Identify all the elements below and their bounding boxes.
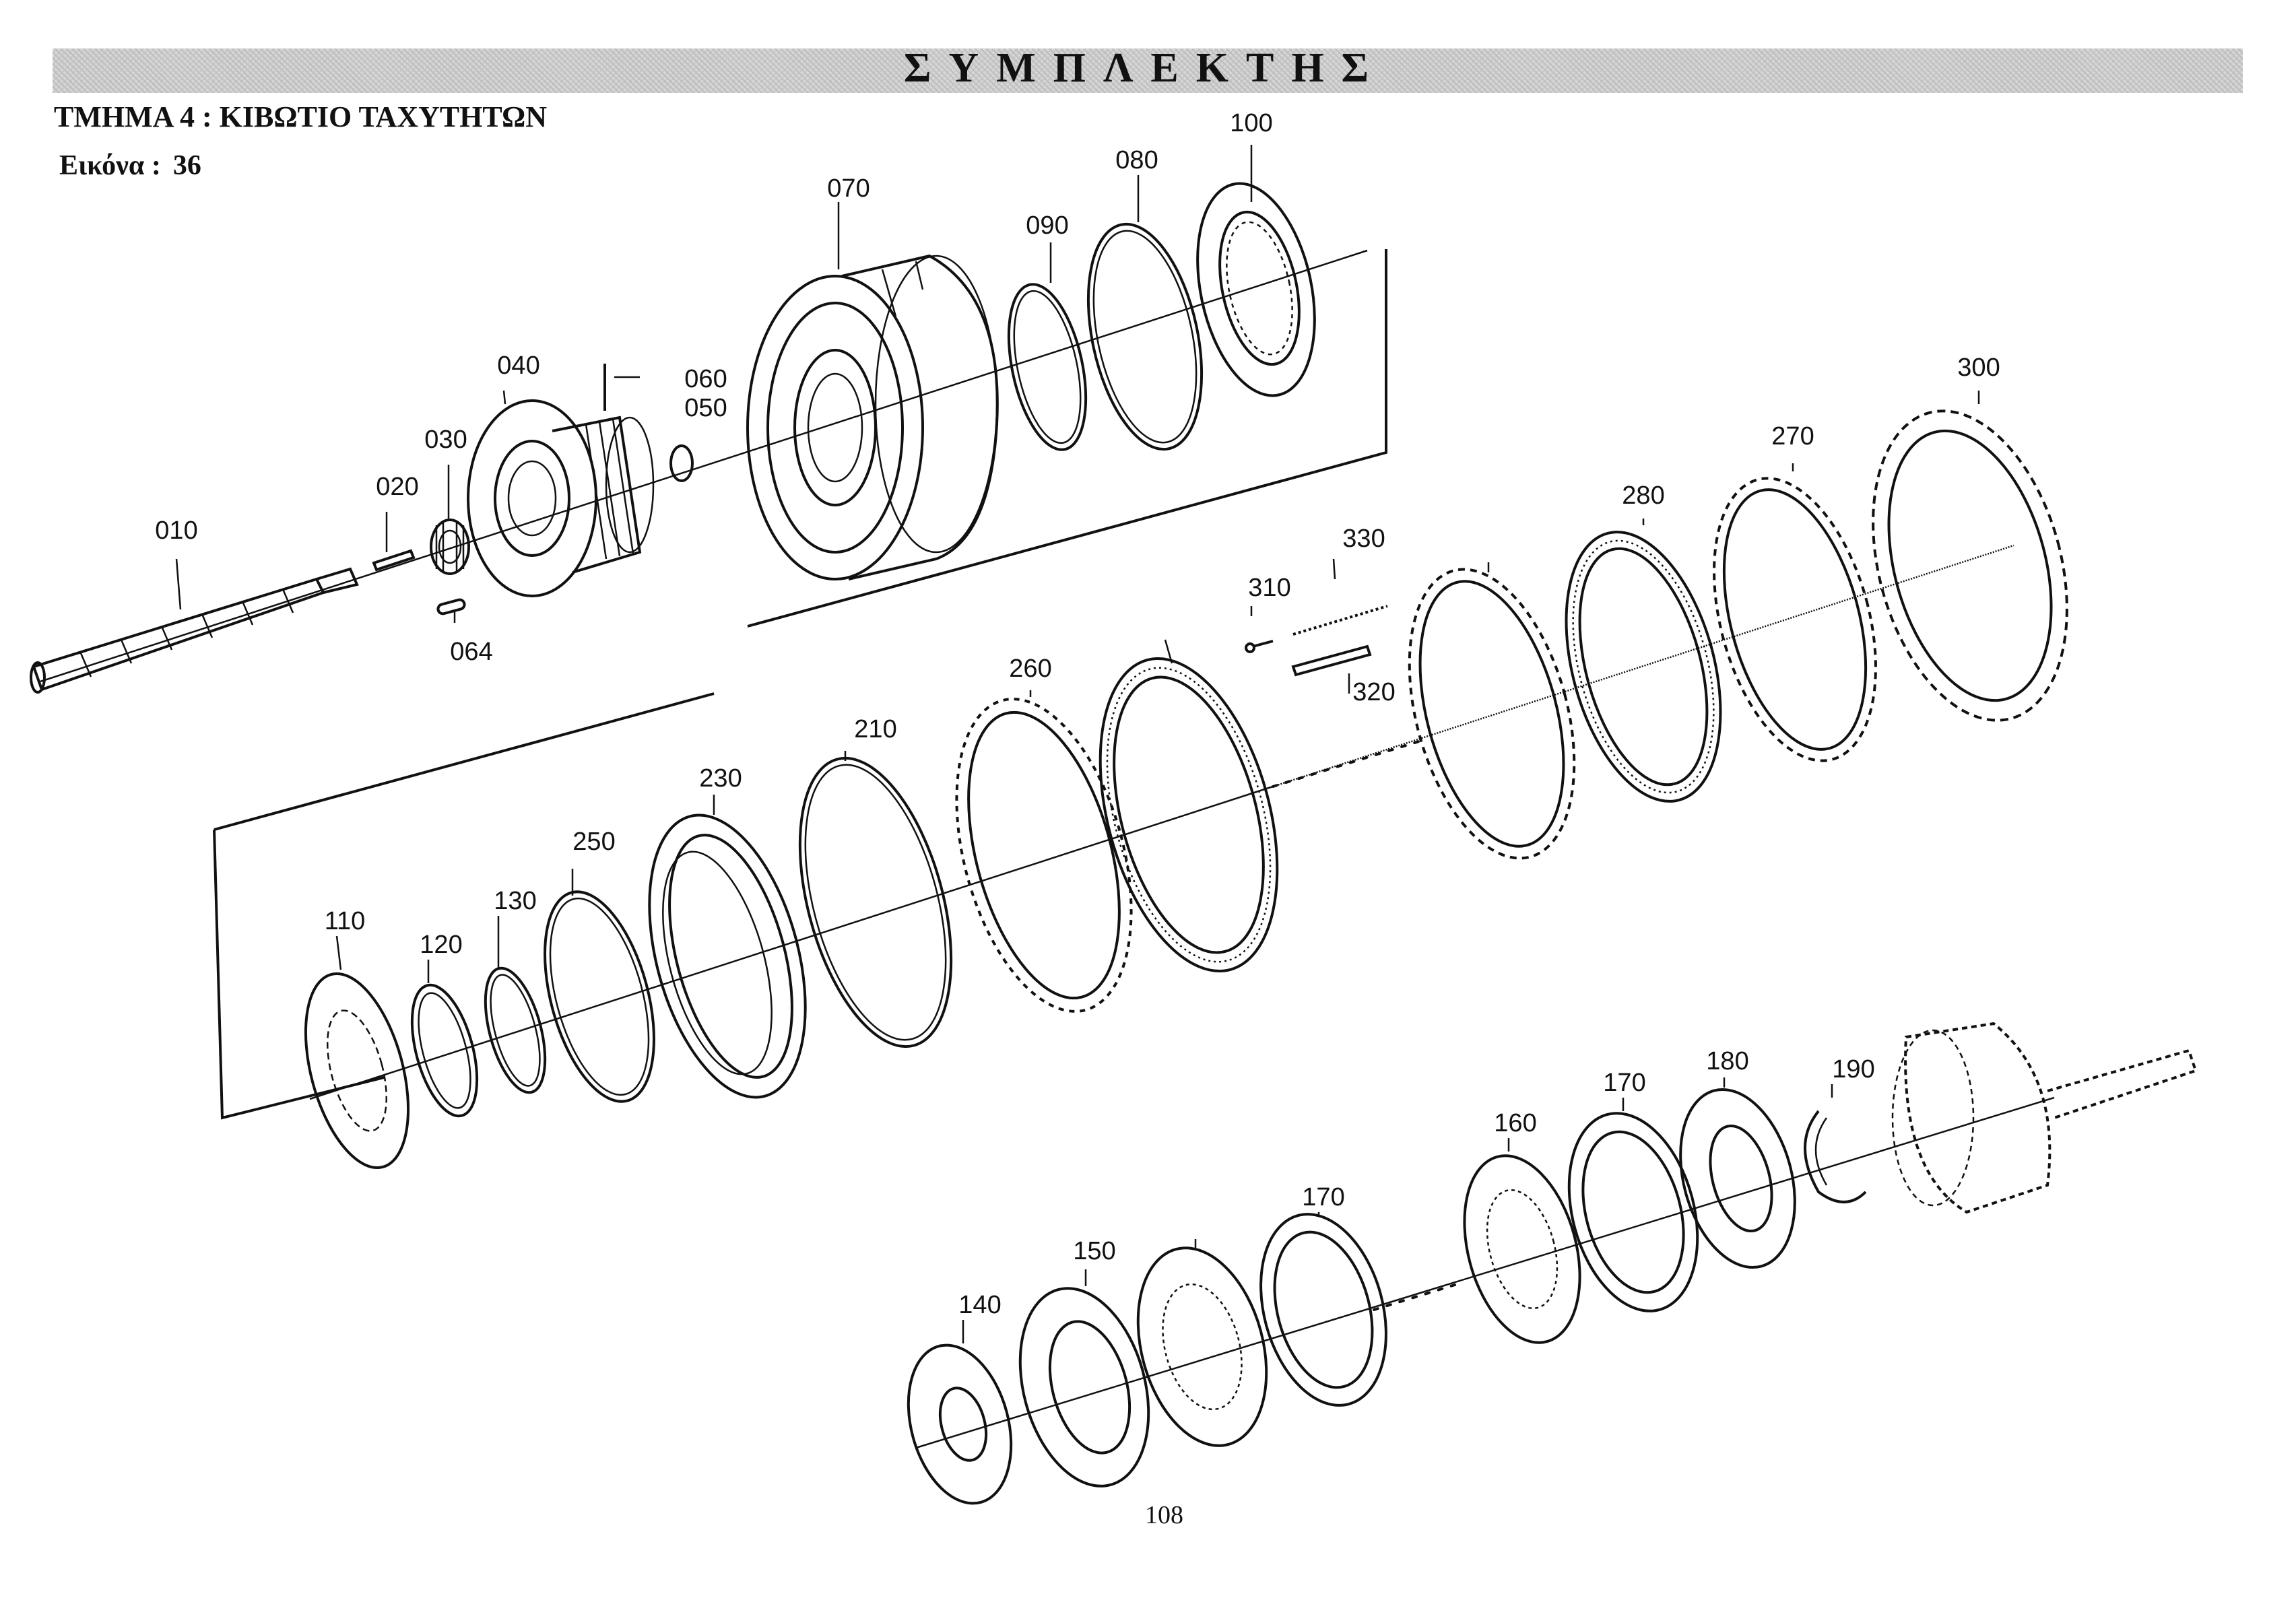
- part-170b-tabbed-disc: [1567, 1112, 1699, 1312]
- label-280b: 280: [1622, 481, 1664, 510]
- part-010-input-shaft: [30, 567, 359, 694]
- part-100-piston: [1196, 182, 1316, 397]
- label-170b: 170: [1603, 1069, 1645, 1097]
- part-180-plate: [1679, 1088, 1796, 1269]
- label-330: 330: [1342, 525, 1385, 553]
- housing-hub-dotted: [1891, 1022, 2198, 1214]
- header-band: [53, 48, 2243, 93]
- label-310: 310: [1248, 574, 1290, 602]
- part-190-snap-ring: [1804, 1110, 1867, 1203]
- label-080: 080: [1115, 146, 1158, 174]
- label-160b: 160: [1494, 1109, 1536, 1137]
- part-020-pin: [372, 549, 416, 572]
- label-020: 020: [376, 473, 418, 501]
- part-250-ring: [544, 890, 655, 1103]
- part-labels: 010 020 030 040 050 060 064 070 080 090 …: [155, 109, 2000, 1319]
- label-250: 250: [572, 828, 615, 856]
- dotted-continuation-lines: [1272, 739, 1456, 1311]
- label-120: 120: [420, 931, 462, 959]
- part-060-pin: [603, 364, 640, 411]
- figure-label: Εικόνα : 36: [59, 149, 201, 182]
- label-030: 030: [424, 426, 467, 454]
- part-280b-friction-disc: [1565, 531, 1722, 803]
- part-230-piston: [648, 813, 807, 1099]
- label-300: 300: [1957, 354, 2000, 382]
- label-040: 040: [497, 352, 539, 380]
- label-110: 110: [325, 907, 366, 935]
- part-320-rod: [1291, 644, 1372, 677]
- part-140-washer: [907, 1343, 1013, 1505]
- part-280-friction-disc: [1098, 657, 1279, 972]
- part-030-needle-bearing: [430, 519, 470, 575]
- section-title: ΤΜΗΜΑ 4 : ΚΙΒΩΤΙΟ ΤΑΧΥΤΗΤΩΝ: [54, 100, 547, 133]
- label-100: 100: [1230, 109, 1272, 137]
- label-130: 130: [494, 887, 536, 915]
- label-270b: 270: [1771, 422, 1814, 451]
- part-040-hub: [467, 399, 655, 597]
- label-010: 010: [155, 516, 197, 545]
- page-number: 108: [1145, 1501, 1183, 1529]
- label-070: 070: [827, 174, 870, 203]
- middle-assembly-frame: [213, 692, 715, 1120]
- part-270b-steel-disc: [1713, 477, 1877, 762]
- label-060: 060: [684, 365, 727, 393]
- label-064: 064: [450, 638, 492, 666]
- figure-label-text: Εικόνα :: [59, 150, 161, 181]
- part-090-o-ring: [1007, 283, 1088, 451]
- part-110-spring-disc: [304, 972, 410, 1170]
- part-260-steel-disc: [955, 698, 1133, 1013]
- leader-lines: [175, 145, 1980, 1343]
- figure-number: 36: [172, 150, 201, 181]
- part-170-tabbed-disc: [1259, 1213, 1387, 1407]
- label-050: 050: [684, 394, 727, 422]
- part-150-bearing-ring: [1018, 1287, 1150, 1488]
- part-330-spring: [1292, 605, 1388, 636]
- part-270-steel-disc: [1408, 568, 1576, 860]
- label-150: 150: [1073, 1237, 1115, 1265]
- part-300-end-plate: [1872, 409, 2068, 722]
- label-140: 140: [958, 1291, 1001, 1319]
- label-210: 210: [854, 715, 896, 743]
- label-260: 260: [1009, 655, 1051, 683]
- part-160-disc: [1136, 1246, 1268, 1447]
- label-190: 190: [1832, 1055, 1874, 1084]
- part-050-ring: [669, 444, 694, 482]
- part-070-clutch-drum: [746, 254, 999, 580]
- header-title: ΣΥΜΠΛΕΚΤΗΣ: [903, 45, 1387, 91]
- label-180: 180: [1706, 1047, 1748, 1075]
- label-170: 170: [1302, 1183, 1344, 1211]
- part-064-key: [436, 598, 466, 615]
- label-230: 230: [699, 764, 742, 793]
- part-080-ring: [1086, 222, 1204, 451]
- part-160b-disc: [1463, 1154, 1581, 1344]
- part-130-snap-ring: [484, 966, 547, 1094]
- part-120-ring: [410, 983, 479, 1118]
- part-210-ring: [798, 756, 953, 1048]
- label-320: 320: [1352, 678, 1395, 706]
- part-310-pin: [1245, 640, 1274, 653]
- upper-assembly-frame: [747, 249, 1387, 628]
- label-090: 090: [1026, 211, 1068, 240]
